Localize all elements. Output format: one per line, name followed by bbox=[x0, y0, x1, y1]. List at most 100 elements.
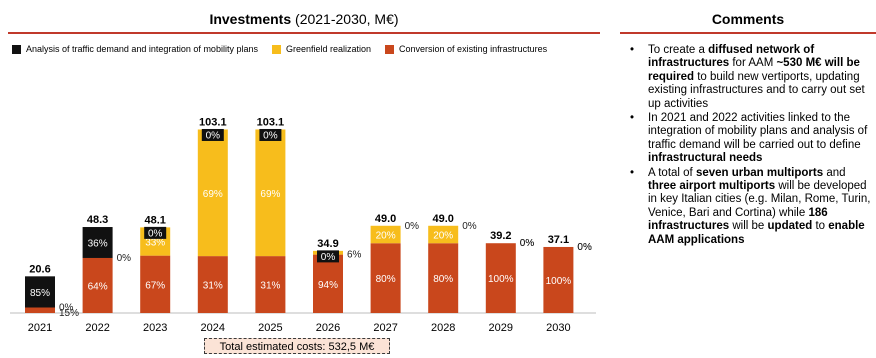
bar-total-label: 34.9 bbox=[317, 238, 338, 250]
bar-segment bbox=[255, 129, 286, 257]
bar-segment bbox=[428, 243, 459, 313]
x-tick-label: 2028 bbox=[431, 322, 455, 334]
segment-percent-label: 0% bbox=[321, 252, 336, 263]
segment-percent-label: 0% bbox=[117, 253, 132, 264]
x-tick-label: 2021 bbox=[28, 322, 52, 334]
comment-text: will be bbox=[729, 220, 768, 233]
stacked-bar-chart: 85%15%0%20.6202164%36%0%48.3202267%33%0%… bbox=[10, 116, 596, 334]
segment-percent-label: 80% bbox=[376, 274, 396, 285]
segment-percent-label: 0% bbox=[462, 221, 477, 232]
top-percent-tab bbox=[259, 128, 282, 141]
bar-segment bbox=[197, 256, 228, 313]
segment-percent-label: 0% bbox=[520, 238, 535, 249]
bar-segment bbox=[82, 227, 113, 258]
x-tick-label: 2029 bbox=[489, 322, 513, 334]
bar-segment bbox=[25, 307, 55, 313]
x-tick-label: 2027 bbox=[373, 322, 397, 334]
comment-bold-text: seven urban multiports bbox=[695, 166, 824, 179]
comment-text: To create a bbox=[648, 44, 709, 56]
bar-segment bbox=[543, 246, 574, 313]
comment-text: and bbox=[823, 166, 846, 179]
legend-swatch bbox=[271, 44, 281, 54]
segment-percent-label: 0% bbox=[59, 302, 74, 313]
bar-total-label: 37.1 bbox=[548, 234, 569, 246]
x-tick-label: 2025 bbox=[258, 322, 282, 334]
legend-label: Conversion of existing infrastructures bbox=[399, 44, 548, 54]
comments-title-underline bbox=[620, 32, 876, 34]
segment-percent-label: 64% bbox=[88, 281, 108, 292]
legend-item: Conversion of existing infrastructures bbox=[385, 44, 547, 54]
segment-percent-label: 100% bbox=[488, 274, 514, 285]
segment-percent-label: 0% bbox=[405, 221, 420, 232]
bar-segment bbox=[370, 243, 401, 313]
segment-percent-label: 69% bbox=[203, 189, 223, 200]
x-tick-label: 2030 bbox=[546, 322, 570, 334]
bar-total-label: 48.3 bbox=[87, 214, 108, 226]
segment-percent-label: 0% bbox=[206, 130, 221, 141]
chart-title-underline bbox=[8, 32, 600, 34]
comment-text: A total of bbox=[648, 166, 696, 179]
comment-bold-text: enable AAM applications bbox=[648, 220, 865, 246]
bar-segment bbox=[255, 256, 286, 313]
bar-segment bbox=[370, 225, 401, 244]
comment-bold-text: updated bbox=[767, 220, 813, 233]
total-cost-box: Total estimated costs: 532,5 M€ bbox=[204, 338, 390, 354]
segment-percent-label: 80% bbox=[433, 274, 453, 285]
segment-percent-label: 100% bbox=[546, 276, 572, 287]
legend-item: Greenfield realization bbox=[271, 44, 372, 54]
segment-percent-label: 0% bbox=[263, 130, 278, 141]
bar-total-label: 48.1 bbox=[144, 214, 165, 226]
comment-text: will be developed in key Italian cities … bbox=[648, 180, 871, 219]
bar-segment bbox=[197, 129, 228, 257]
segment-percent-label: 20% bbox=[433, 231, 453, 242]
legend-swatch bbox=[385, 44, 395, 54]
comment-item: In 2021 and 2022 activities linked to th… bbox=[628, 112, 874, 166]
segment-percent-label: 15% bbox=[59, 308, 79, 319]
comment-item: A total of seven urban multiports and th… bbox=[628, 167, 874, 247]
segment-percent-label: 31% bbox=[203, 281, 223, 292]
bar-segment bbox=[485, 243, 516, 313]
x-tick-label: 2026 bbox=[316, 322, 340, 334]
chart-title-rest: (2021-2030, M€) bbox=[291, 11, 399, 27]
segment-percent-label: 20% bbox=[376, 231, 396, 242]
bar-segment bbox=[428, 225, 459, 244]
bar-total-label: 49.0 bbox=[432, 213, 453, 225]
segment-percent-label: 69% bbox=[260, 189, 280, 200]
bar-total-label: 39.2 bbox=[490, 230, 511, 242]
comment-bold-text: three airport multiports bbox=[648, 180, 776, 193]
segment-percent-label: 0% bbox=[577, 242, 592, 253]
legend-swatch bbox=[12, 44, 21, 54]
segment-percent-label: 31% bbox=[260, 281, 280, 292]
top-percent-tab bbox=[144, 226, 167, 239]
bar-total-label: 49.0 bbox=[375, 213, 396, 225]
bar-segment bbox=[25, 276, 55, 308]
comments-title: Comments bbox=[711, 11, 785, 27]
comment-bold-text: ~530 M€ will be required bbox=[648, 57, 860, 83]
segment-percent-label: 33% bbox=[145, 238, 165, 249]
segment-percent-label: 36% bbox=[88, 239, 108, 250]
segment-percent-label: 0% bbox=[148, 228, 163, 239]
comment-text: for AAM bbox=[729, 57, 777, 70]
comment-bold-text: infrastructural needs bbox=[648, 152, 763, 165]
bar-segment bbox=[313, 254, 343, 313]
bar-total-label: 20.6 bbox=[29, 263, 50, 275]
bar-segment bbox=[82, 257, 113, 313]
x-tick-label: 2023 bbox=[143, 322, 167, 334]
bar-total-label: 103.1 bbox=[257, 116, 285, 128]
legend-item: Analysis of traffic demand and integrati… bbox=[12, 44, 258, 54]
segment-percent-label: 6% bbox=[347, 250, 362, 261]
chart-title: Investments (2021-2030, M€) bbox=[8, 10, 600, 28]
bar-segment bbox=[140, 255, 171, 313]
legend-label: Greenfield realization bbox=[285, 44, 372, 54]
segment-percent-label: 94% bbox=[318, 280, 338, 291]
comments-list: To create a diffused network of infrastr… bbox=[628, 44, 874, 248]
chart-title-bold: Investments bbox=[209, 11, 292, 27]
segment-percent-label: 85% bbox=[30, 288, 50, 299]
segment-percent-label: 0% bbox=[520, 238, 535, 249]
segment-percent-label: 0% bbox=[577, 242, 592, 253]
comment-bold-text: diffused network of infrastructures bbox=[648, 44, 815, 70]
comment-bold-text: 186 infrastructures bbox=[648, 206, 828, 233]
comment-text: to bbox=[812, 220, 829, 233]
top-percent-tab bbox=[201, 128, 224, 141]
top-percent-tab bbox=[317, 250, 339, 263]
